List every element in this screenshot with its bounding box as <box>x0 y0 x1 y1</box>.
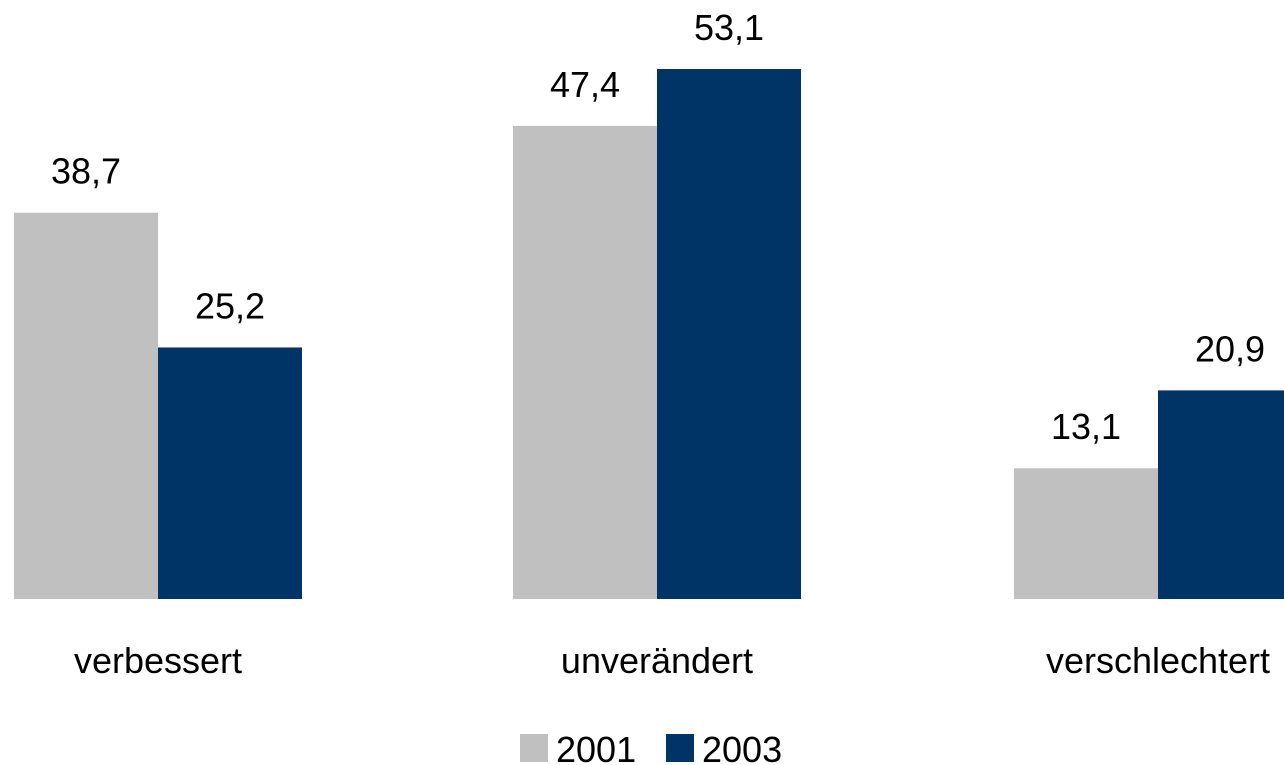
data-label-2003-0: 25,2 <box>195 285 265 326</box>
bar-2003-1 <box>657 69 801 599</box>
category-labels-group: verbessert unverändert verschlechtert <box>74 640 1270 681</box>
data-label-2003-1: 53,1 <box>694 7 764 48</box>
data-label-2003-2: 20,9 <box>1195 328 1265 369</box>
legend-label-2001: 2001 <box>556 729 636 765</box>
bar-2001-1 <box>513 125 657 600</box>
legend-swatch-2003 <box>666 734 694 762</box>
data-label-2001-0: 38,7 <box>51 151 121 192</box>
category-label-2: verschlechtert <box>1046 640 1270 681</box>
category-label-0: verbessert <box>74 640 242 681</box>
legend-swatch-2001 <box>520 734 548 762</box>
category-label-1: unverändert <box>561 640 753 681</box>
bar-2001-0 <box>14 212 158 599</box>
bar-2001-2 <box>1014 468 1158 599</box>
bar-2003-2 <box>1158 390 1284 599</box>
value-labels-group: 38,7 25,2 47,4 53,1 13,1 20,9 <box>51 7 1265 447</box>
bar-2003-0 <box>158 347 302 599</box>
data-label-2001-1: 47,4 <box>550 64 620 105</box>
legend: 2001 2003 <box>520 729 782 765</box>
bars-group <box>14 69 1284 600</box>
legend-label-2003: 2003 <box>702 729 782 765</box>
data-label-2001-2: 13,1 <box>1051 406 1121 447</box>
